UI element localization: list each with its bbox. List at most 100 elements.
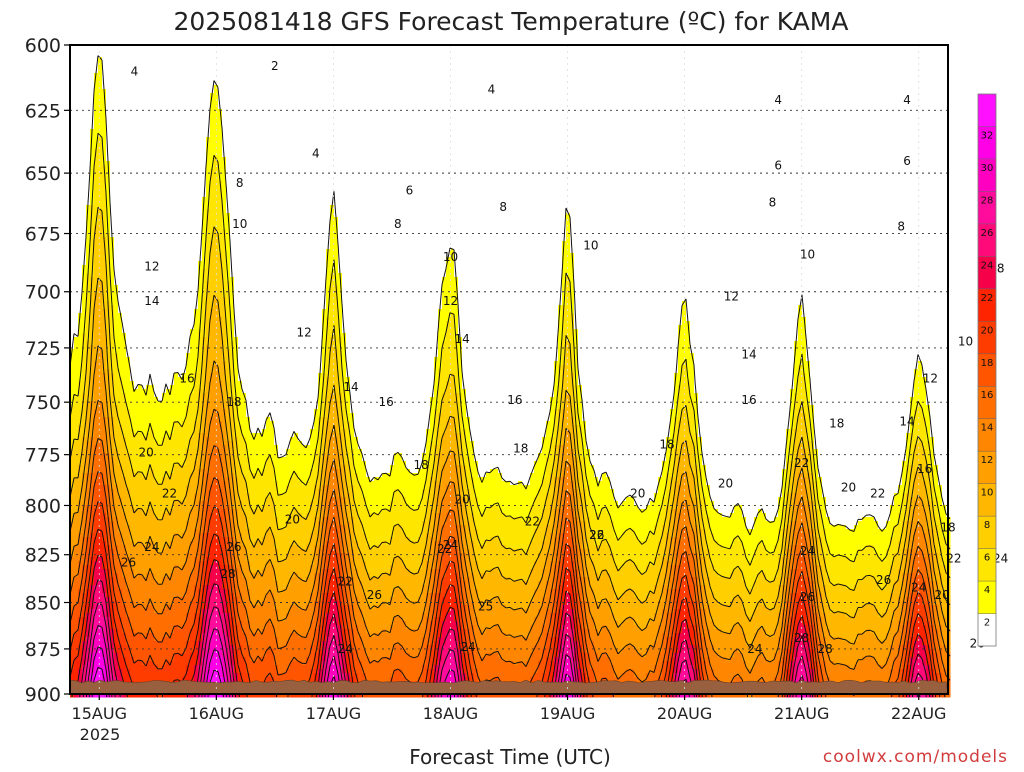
colorbar-tick-label: 2 — [984, 618, 990, 629]
chart-title: 2025081418 GFS Forecast Temperature (ºC)… — [174, 7, 849, 36]
colorbar-tick-label: 20 — [981, 325, 994, 336]
contour-label: 12 — [296, 325, 311, 339]
contour-label: 24 — [144, 540, 159, 554]
colorbar-tick-label: 14 — [981, 423, 994, 434]
colorbar-tick-label: 30 — [981, 163, 994, 174]
contour-label: 24 — [800, 544, 815, 558]
contour-label: 22 — [870, 486, 885, 500]
contour-label: 28 — [794, 631, 809, 645]
x-tick-label: 21AUG — [774, 704, 829, 723]
y-tick-label: 875 — [25, 639, 61, 661]
credit-text: coolwx.com/models — [823, 747, 1008, 767]
y-tick-label: 600 — [25, 35, 61, 57]
contour-label: 22 — [794, 456, 809, 470]
contour-label: 8 — [769, 195, 777, 209]
contour-label: 24 — [443, 538, 458, 552]
contour-label: 6 — [774, 159, 782, 173]
contour-label: 2 — [271, 59, 279, 73]
colorbar-tick-label: 28 — [981, 195, 994, 206]
contour-label: 10 — [583, 238, 598, 252]
contour-label: 28 — [220, 567, 235, 581]
contour-label: 18 — [226, 395, 241, 409]
colorbar-tick-label: 26 — [981, 228, 994, 239]
contour-label: 8 — [394, 217, 402, 231]
contour-label: 10 — [232, 217, 247, 231]
contour-label: 4 — [488, 83, 496, 97]
contour-label: 4 — [312, 146, 320, 160]
contour-label: 20 — [285, 512, 300, 526]
contour-label: 12 — [443, 294, 458, 308]
contour-label: 12 — [144, 259, 159, 273]
contour-label: 14 — [144, 294, 159, 308]
x-tick-label: 19AUG — [540, 704, 595, 723]
colorbar-tick-label: 22 — [981, 293, 994, 304]
x-tick-label: 20AUG — [657, 704, 712, 723]
y-tick-label: 750 — [25, 392, 61, 414]
y-tick-label: 800 — [25, 495, 61, 517]
colorbar-tick-label: 18 — [981, 358, 994, 369]
contour-label: 26 — [226, 540, 241, 554]
x-year-label: 2025 — [80, 725, 121, 744]
contour-label: 26 — [589, 528, 604, 542]
contour-label: 14 — [343, 380, 358, 394]
x-tick-label: 15AUG — [72, 704, 127, 723]
ground-surface — [70, 680, 948, 694]
contour-label: 8 — [897, 219, 905, 233]
contour-label: 14 — [899, 414, 914, 428]
y-tick-label: 775 — [25, 445, 61, 467]
colorbar-tick-label: 32 — [981, 130, 994, 141]
contour-label: 4 — [131, 64, 139, 78]
y-tick-label: 900 — [25, 684, 61, 706]
contour-label: 24 — [337, 642, 352, 656]
contour-label: 22 — [337, 575, 352, 589]
contour-label: 4 — [774, 93, 782, 107]
contour-label: 20 — [718, 476, 733, 490]
contour-label: 16 — [179, 372, 194, 386]
contour-label: 28 — [817, 642, 832, 656]
contour-label: 6 — [903, 154, 911, 168]
contour-label: 26 — [367, 588, 382, 602]
contour-label: 18 — [513, 441, 528, 455]
contour-label: 18 — [659, 437, 674, 451]
y-tick-label: 850 — [25, 593, 61, 615]
contour-label: 20 — [841, 480, 856, 494]
x-tick-label: 16AUG — [189, 704, 244, 723]
contour-label: 10 — [443, 250, 458, 264]
contour-label: 18 — [829, 416, 844, 430]
colorbar-swatch — [978, 94, 996, 127]
contour-label: 16 — [917, 462, 932, 476]
contour-label: 16 — [741, 393, 756, 407]
contour-label: 22 — [525, 514, 540, 528]
colorbar-tick-label: 4 — [984, 585, 990, 596]
x-tick-label: 17AUG — [306, 704, 361, 723]
colorbar-tick-label: 12 — [981, 455, 994, 466]
y-tick-label: 725 — [25, 338, 61, 360]
contour-label: 16 — [507, 393, 522, 407]
contour-label: 4 — [903, 93, 911, 107]
colorbar-tick-label: 8 — [984, 520, 990, 531]
contour-label: 24 — [460, 640, 475, 654]
contour-label: 26 — [876, 573, 891, 587]
contour-label: 26 — [800, 590, 815, 604]
contour-label: 24 — [747, 642, 762, 656]
x-axis-title: Forecast Time (UTC) — [409, 745, 611, 768]
contour-label: 20 — [630, 486, 645, 500]
y-tick-label: 675 — [25, 224, 61, 246]
contour-label: 16 — [378, 395, 393, 409]
contour-label: 14 — [455, 332, 470, 346]
contour-label: 26 — [121, 555, 136, 569]
contour-label: 22 — [162, 486, 177, 500]
contour-label: 12 — [724, 289, 739, 303]
x-tick-label: 18AUG — [423, 704, 478, 723]
contour-label: 18 — [414, 458, 429, 472]
colorbar-tick-label: 16 — [981, 390, 994, 401]
contour-label: 8 — [997, 262, 1005, 276]
y-tick-label: 700 — [25, 282, 61, 304]
y-tick-label: 650 — [25, 163, 61, 185]
contour-label: 20 — [138, 446, 153, 460]
